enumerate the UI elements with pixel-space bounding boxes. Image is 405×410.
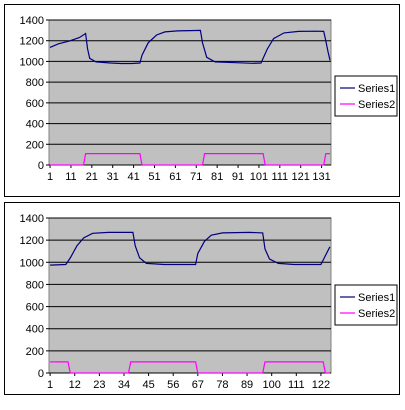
chart-2-legend-label-series-2: Series2 <box>358 308 395 320</box>
chart-1-y-tick-label: 400 <box>26 119 44 131</box>
chart-1-x-tick-label: 81 <box>211 171 223 183</box>
chart-2-x-tick-label: 122 <box>312 379 330 391</box>
chart-1-x-tick-label: 21 <box>86 171 98 183</box>
chart-2-series-2-line <box>50 361 330 374</box>
chart-2-x-tick-label: 67 <box>192 379 204 391</box>
chart-1-series-1-line <box>49 29 331 65</box>
chart-1-x-tick-label: 101 <box>250 171 268 183</box>
chart-1-y-tick-label: 1000 <box>20 56 44 68</box>
chart-2-x-tick-label: 12 <box>69 379 81 391</box>
chart-2-series-1-line <box>50 231 331 266</box>
chart-1-legend <box>334 75 398 117</box>
chart-1-x-tick-label: 121 <box>292 171 310 183</box>
chart-1-series-2-line <box>50 153 330 166</box>
chart-2-x-tick-label: 45 <box>142 379 154 391</box>
chart-1-x-tick-label: 111 <box>271 171 288 183</box>
chart-2-svg: 0 200 400 600 800 1000 1200 1400 1 12 23 34 45 56 67 78… <box>20 213 398 391</box>
chart-1-x-tick-label: 131 <box>312 171 330 183</box>
chart-1-legend-label-series-2: Series2 <box>358 99 395 111</box>
chart-1-x-tick-label: 61 <box>169 171 181 183</box>
chart-2-y-tick-label: 800 <box>26 279 44 291</box>
chart-1-y-tick-label: 1400 <box>20 15 44 27</box>
chart-2-plot-area <box>48 217 332 374</box>
chart-2-y-tick-label: 400 <box>26 324 44 336</box>
chart-2-y-tick-label: 0 <box>38 368 44 380</box>
chart-2-y-tick-label: 1000 <box>20 257 44 269</box>
chart-2-x-tick-label: 111 <box>288 379 305 391</box>
chart-1-x-tick-label: 71 <box>190 171 202 183</box>
chart-2-x-tick-label: 1 <box>47 379 53 391</box>
chart-1-x-tick-label: 41 <box>127 171 139 183</box>
chart-2-y-tick-label: 1400 <box>20 213 44 225</box>
chart-1-y-tick-label: 600 <box>26 98 44 110</box>
chart-2-y-tick-label: 1200 <box>20 235 44 247</box>
chart-2-x-tick-label: 89 <box>241 379 253 391</box>
chart-1-y-tick-label: 0 <box>38 160 44 172</box>
chart-2-y-tick-label: 600 <box>26 302 44 314</box>
chart-2-legend <box>334 284 398 326</box>
chart-1-plot-area <box>48 19 332 166</box>
chart-2-x-tick-label: 56 <box>167 379 179 391</box>
chart-2-legend-label-series-1: Series1 <box>358 292 395 304</box>
chart-1-y-tick-label: 800 <box>26 77 44 89</box>
chart-2-x-tick-label: 100 <box>263 379 281 391</box>
chart-2-x-tick-label: 34 <box>118 379 130 391</box>
chart-2-x-tick-label: 23 <box>93 379 105 391</box>
chart-1-x-tick-label: 91 <box>232 171 244 183</box>
chart-1-legend-label-series-1: Series1 <box>358 83 395 95</box>
chart-1-x-tick-label: 1 <box>47 171 53 183</box>
chart-2-frame: 0 200 400 600 800 1000 1200 1400 1 12 23 34 45 56 67 78… <box>4 202 400 395</box>
chart-1-y-tick-label: 200 <box>26 139 44 151</box>
chart-1-x-tick-label: 31 <box>107 171 119 183</box>
chart-1-frame: 0 200 400 600 800 1000 1200 1400 1 11 21 31 41 51 61 71… <box>4 4 400 197</box>
chart-1-x-tick-label: 11 <box>65 171 76 183</box>
chart-2-x-tick-label: 78 <box>216 379 228 391</box>
chart-2-y-tick-label: 200 <box>26 346 44 358</box>
chart-1-y-tick-label: 1200 <box>20 36 44 48</box>
chart-1-x-tick-label: 51 <box>148 171 160 183</box>
